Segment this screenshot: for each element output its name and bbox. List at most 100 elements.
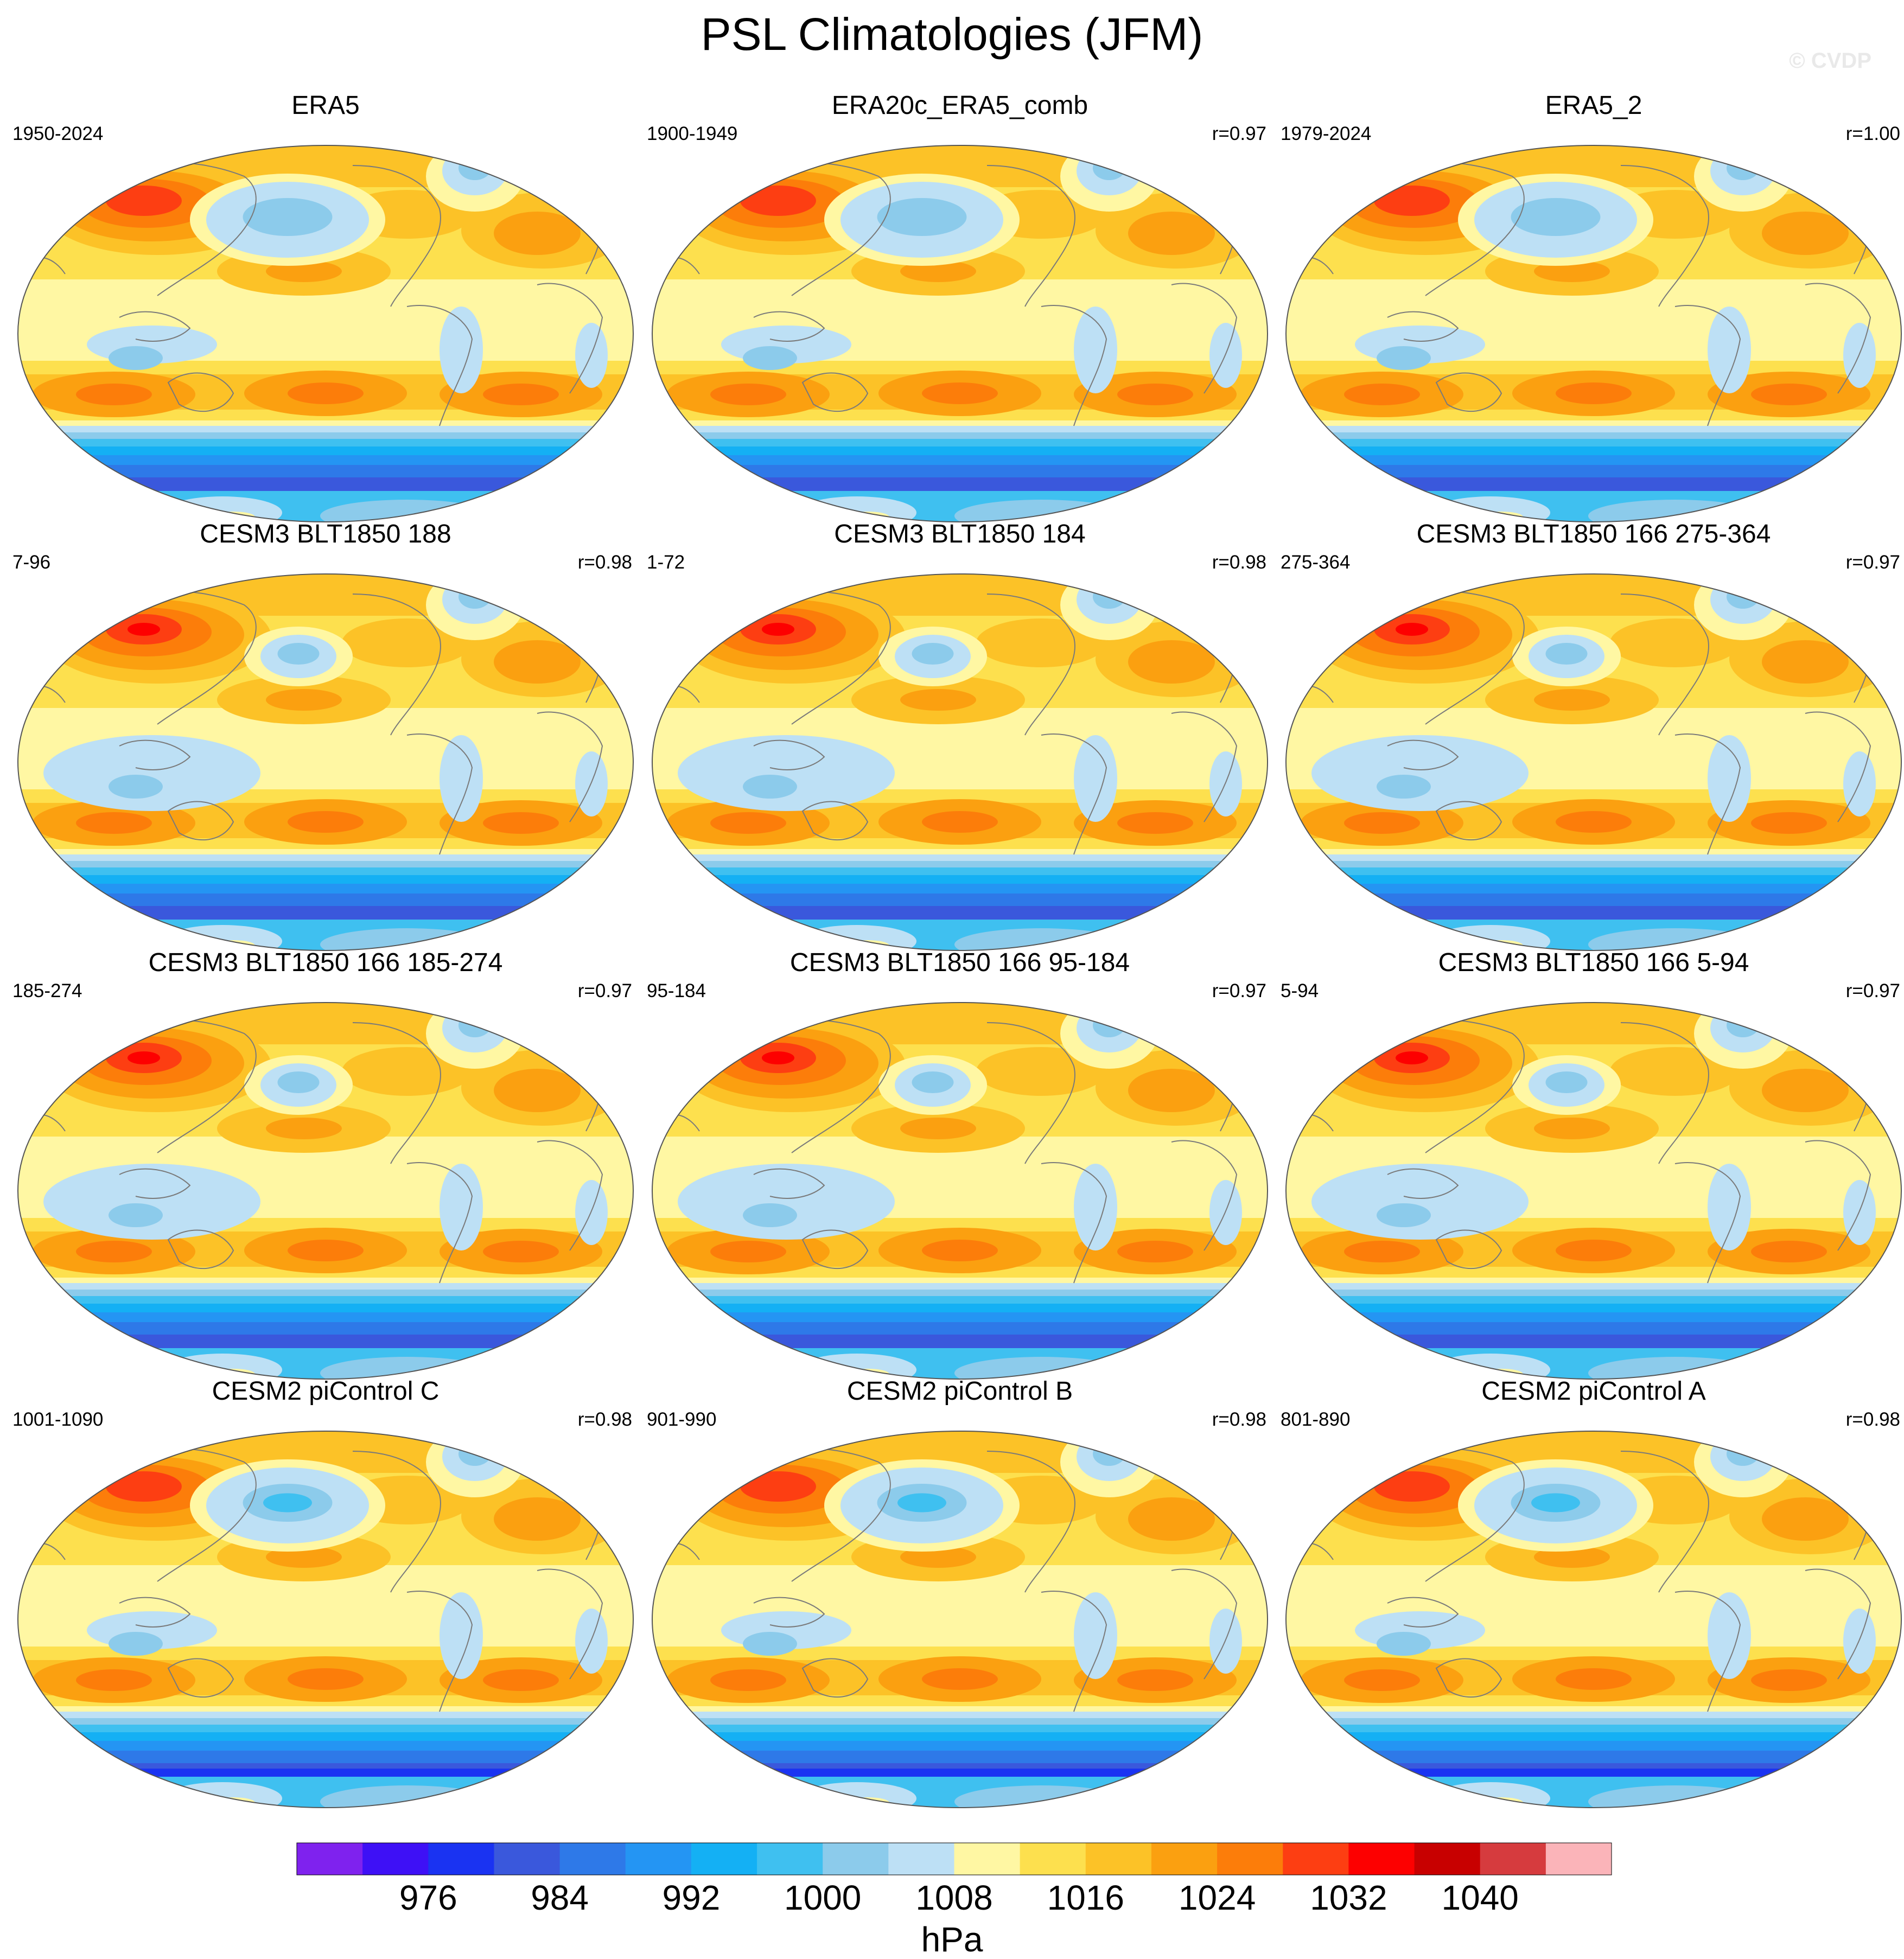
psl-field [18, 145, 633, 522]
panel-pattern-correlation: r=0.97 [1212, 123, 1266, 144]
cvdp-watermark: © CVDP [1789, 49, 1871, 73]
psl-map [1285, 1431, 1902, 1808]
psl-field [1286, 145, 1901, 522]
panel-pattern-correlation: r=0.97 [1845, 980, 1900, 1001]
psl-field [18, 1431, 633, 1808]
panel-period: 801-890 [1281, 1409, 1351, 1430]
psl-map [652, 145, 1268, 522]
panel-period: 1001-1090 [12, 1409, 104, 1430]
map-panel: ERA5_2 1979-2024 r=1.00 [1276, 90, 1904, 522]
panel-period: 901-990 [647, 1409, 717, 1430]
panel-title: CESM3 BLT1850 166 5-94 [1438, 948, 1749, 977]
psl-field [652, 574, 1268, 950]
psl-map [17, 1002, 634, 1380]
psl-map [652, 1002, 1268, 1380]
panel-pattern-correlation: r=1.00 [1845, 123, 1900, 144]
panel-period: 1950-2024 [12, 123, 104, 144]
panel-period: 1979-2024 [1281, 123, 1372, 144]
panel-title: CESM2 piControl B [846, 1377, 1073, 1406]
map-panel: CESM2 piControl C 1001-1090 r=0.98 [8, 1375, 643, 1808]
colorbar-swatch [1020, 1843, 1086, 1875]
map-panel: CESM3 BLT1850 166 5-94 5-94 r=0.97 [1276, 947, 1904, 1380]
colorbar-tick-label: 992 [663, 1878, 721, 1917]
psl-map [1285, 145, 1902, 522]
panel-period: 1900-1949 [647, 123, 738, 144]
panel-period: 7-96 [12, 552, 51, 573]
psl-map [17, 1431, 634, 1808]
colorbar-tick-label: 984 [531, 1878, 589, 1917]
colorbar-swatch [691, 1843, 757, 1875]
colorbar-tick-label: 1008 [915, 1878, 992, 1917]
panel-period: 1-72 [647, 552, 685, 573]
map-panel: CESM3 BLT1850 166 95-184 95-184 r=0.97 [642, 947, 1277, 1380]
psl-field [652, 1431, 1268, 1808]
panel-pattern-correlation: r=0.97 [1212, 980, 1266, 1001]
map-panel: CESM3 BLT1850 166 185-274 185-274 r=0.97 [8, 947, 643, 1380]
panel-pattern-correlation: r=0.98 [1845, 1409, 1900, 1430]
figure-title: PSL Climatologies (JFM) [701, 9, 1203, 60]
colorbar-swatch [1283, 1843, 1349, 1875]
colorbar-swatch [757, 1843, 823, 1875]
psl-field [1286, 1003, 1901, 1379]
panel-period: 275-364 [1281, 552, 1351, 573]
psl-field [1286, 574, 1901, 950]
colorbar-swatch [1217, 1843, 1283, 1875]
psl-map [17, 573, 634, 951]
colorbar-tick-label: 1016 [1047, 1878, 1124, 1917]
panel-period: 95-184 [647, 980, 706, 1001]
psl-map [1285, 1002, 1902, 1380]
panel-title: CESM3 BLT1850 184 [834, 520, 1086, 548]
colorbar-units: hPa [921, 1920, 983, 1959]
psl-field [652, 1003, 1268, 1379]
panel-title: CESM3 BLT1850 166 185-274 [148, 948, 503, 977]
map-panel: CESM3 BLT1850 188 7-96 r=0.98 [8, 518, 643, 951]
panel-period: 5-94 [1281, 980, 1319, 1001]
panel-title: CESM2 piControl A [1481, 1377, 1706, 1406]
colorbar-tick-label: 1032 [1310, 1878, 1387, 1917]
panel-title: CESM2 piControl C [212, 1377, 440, 1406]
panel-title: CESM3 BLT1850 166 95-184 [789, 948, 1130, 977]
colorbar-swatch [362, 1843, 429, 1875]
colorbar-swatch [1414, 1843, 1481, 1875]
panel-pattern-correlation: r=0.97 [1845, 552, 1900, 573]
psl-map [652, 573, 1268, 951]
colorbar-swatch [559, 1843, 626, 1875]
psl-field [652, 145, 1268, 522]
colorbar-tick-label: 1024 [1179, 1878, 1256, 1917]
colorbar-swatch [1480, 1843, 1546, 1875]
psl-field [18, 574, 633, 950]
map-panel: CESM3 BLT1850 184 1-72 r=0.98 [642, 518, 1277, 951]
psl-map [1285, 573, 1902, 951]
map-panel: ERA5 1950-2024 [8, 90, 643, 522]
panel-pattern-correlation: r=0.98 [1212, 1409, 1266, 1430]
panel-title: ERA5 [291, 91, 360, 120]
colorbar-tick-label: 1000 [784, 1878, 861, 1917]
panel-pattern-correlation: r=0.98 [577, 1409, 632, 1430]
psl-field [1286, 1431, 1901, 1808]
panel-pattern-correlation: r=0.97 [577, 980, 632, 1001]
colorbar-swatch [1348, 1843, 1415, 1875]
panel-title: ERA5_2 [1545, 91, 1642, 120]
map-panel: CESM2 piControl B 901-990 r=0.98 [642, 1375, 1277, 1808]
colorbar-tick-label: 976 [399, 1878, 457, 1917]
colorbar-swatch [1151, 1843, 1218, 1875]
psl-map [652, 1431, 1268, 1808]
psl-map [17, 145, 634, 522]
colorbar-swatch [823, 1843, 889, 1875]
map-panel: ERA20c_ERA5_comb 1900-1949 r=0.97 [642, 90, 1277, 522]
panel-title: CESM3 BLT1850 188 [200, 520, 451, 548]
colorbar-swatch [297, 1843, 363, 1875]
colorbar-swatch [428, 1843, 494, 1875]
panel-pattern-correlation: r=0.98 [577, 552, 632, 573]
map-panel: CESM3 BLT1850 166 275-364 275-364 r=0.97 [1276, 518, 1904, 951]
panel-period: 185-274 [12, 980, 82, 1001]
colorbar-swatch [625, 1843, 692, 1875]
colorbar-swatch [1545, 1843, 1612, 1875]
colorbar-swatch [494, 1843, 561, 1875]
colorbar-swatch [1085, 1843, 1152, 1875]
psl-field [18, 1003, 633, 1379]
colorbar-tick-label: 1040 [1442, 1878, 1519, 1917]
panel-title: CESM3 BLT1850 166 275-364 [1416, 520, 1771, 548]
map-panel: CESM2 piControl A 801-890 r=0.98 [1276, 1375, 1904, 1808]
panel-title: ERA20c_ERA5_comb [831, 91, 1088, 120]
